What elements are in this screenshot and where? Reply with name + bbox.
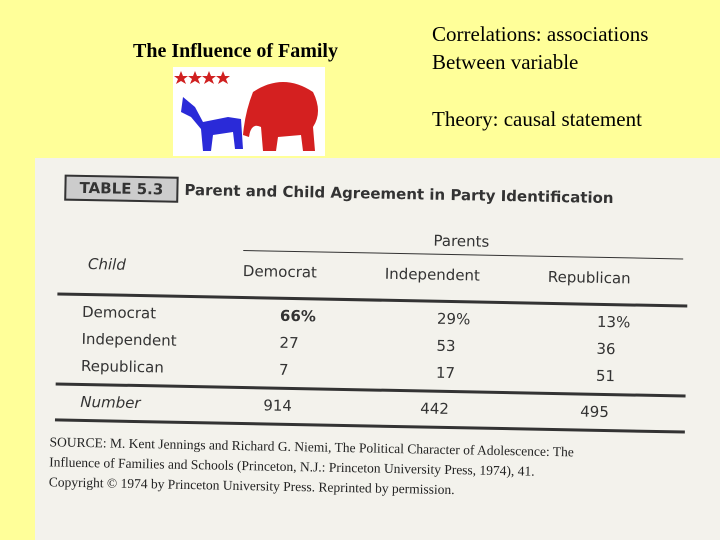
table-label: TABLE 5.3 <box>64 174 179 203</box>
cell: 914 <box>263 396 293 415</box>
table-title: Parent and Child Agreement in Party Iden… <box>184 180 614 208</box>
cell: 53 <box>436 336 456 356</box>
row-header: Child <box>87 255 126 274</box>
row-label: Number <box>80 392 141 413</box>
row-label: Independent <box>81 329 177 350</box>
column-header: Republican <box>547 267 631 288</box>
row-label: Democrat <box>81 302 157 323</box>
column-group: Parents <box>433 231 490 251</box>
column-header: Democrat <box>242 262 318 282</box>
party-logo <box>173 67 325 156</box>
source-line: Copyright © 1974 by Princeton University… <box>48 474 455 498</box>
cell: 66% <box>279 306 317 326</box>
cell: 51 <box>595 366 616 386</box>
point: Correlations: associations <box>432 22 649 46</box>
slide-title: The Influence of Family <box>133 40 338 62</box>
donkey <box>181 97 243 151</box>
rule <box>243 250 684 260</box>
cell: 13% <box>596 312 631 332</box>
cell: 442 <box>420 399 450 418</box>
point: Between variable <box>432 50 579 74</box>
cell: 29% <box>436 309 471 329</box>
table-scan: TABLE 5.3 Parent and Child Agreement in … <box>35 158 720 540</box>
point: Theory: causal statement <box>432 107 642 131</box>
stars <box>174 71 230 84</box>
cell: 36 <box>596 339 616 359</box>
table: TABLE 5.3 Parent and Child Agreement in … <box>35 158 720 540</box>
elephant <box>243 82 318 151</box>
cell: 27 <box>279 333 299 353</box>
row-label: Republican <box>80 356 164 377</box>
column-header: Independent <box>384 264 481 285</box>
cell: 495 <box>580 402 610 422</box>
cell: 17 <box>435 363 456 383</box>
rule <box>55 382 686 398</box>
cell: 7 <box>278 360 289 379</box>
